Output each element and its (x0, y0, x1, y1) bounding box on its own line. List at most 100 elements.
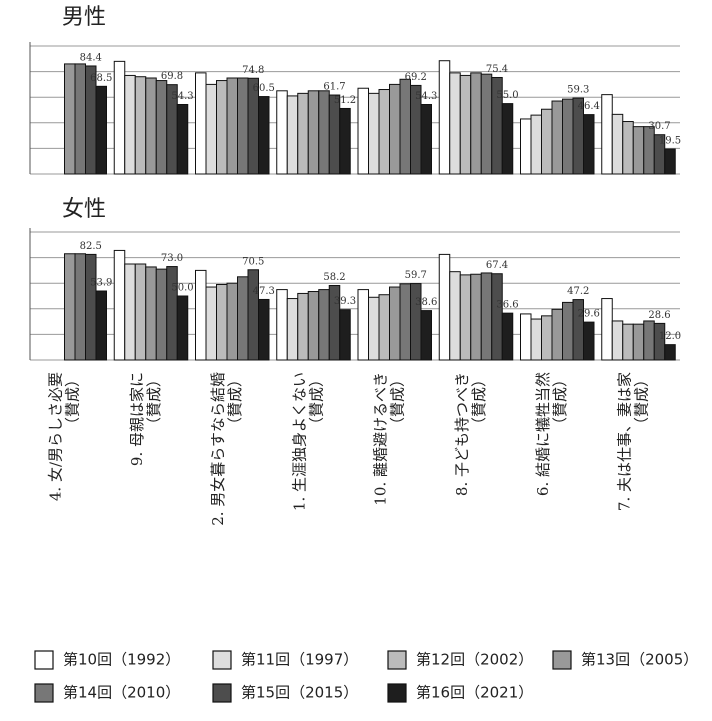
legend-label: 第16回（2021） (416, 684, 533, 702)
bar (216, 283, 228, 361)
bar (276, 90, 288, 175)
legend-label: 第13回（2005） (581, 651, 698, 669)
bar (74, 253, 86, 361)
value-label: 82.5 (80, 241, 102, 252)
bar (307, 291, 320, 361)
bar (520, 313, 532, 361)
bar (95, 290, 107, 361)
value-label: 36.6 (496, 300, 518, 311)
bar (95, 85, 107, 175)
bar (399, 283, 411, 361)
bar (195, 72, 207, 175)
bar (145, 77, 157, 175)
bar (318, 289, 330, 361)
bar (237, 77, 249, 175)
value-label: 55.0 (496, 90, 518, 101)
value-label: 84.4 (80, 52, 102, 63)
bar (357, 289, 369, 361)
value-label: 75.4 (486, 64, 508, 75)
bar (226, 282, 238, 361)
value-label: 68.5 (90, 73, 112, 84)
bar (551, 308, 563, 361)
value-label: 46.4 (578, 101, 600, 112)
value-label: 70.5 (242, 256, 264, 267)
bar (562, 301, 574, 361)
x-tick-label: 4. 女/男らしさ必要 （賛成） (46, 372, 82, 502)
bar (420, 103, 432, 175)
legend-swatch (387, 650, 407, 670)
value-label: 58.2 (323, 272, 345, 283)
bar (155, 80, 168, 175)
bar (501, 312, 514, 361)
bar (258, 298, 270, 361)
bar (124, 74, 136, 175)
bar (286, 298, 299, 361)
value-label: 28.6 (648, 310, 670, 321)
bar (113, 60, 126, 175)
legend-label: 第10回（1992） (63, 651, 180, 669)
value-label: 60.5 (253, 83, 275, 94)
bar (459, 274, 472, 361)
bar (155, 268, 168, 361)
legend-swatch (34, 650, 54, 670)
x-tick-label: 6. 結婚に犠牲当然 （賛成） (534, 372, 570, 497)
bar (664, 148, 676, 175)
bar (74, 63, 86, 175)
bar (541, 315, 553, 361)
bar (318, 90, 330, 175)
bar (399, 78, 411, 175)
bar (378, 294, 390, 361)
bar (459, 74, 472, 175)
bar (622, 121, 634, 175)
bar (276, 289, 288, 361)
bar (449, 271, 461, 361)
bar (145, 266, 157, 361)
bar (420, 310, 432, 361)
bar (297, 292, 309, 361)
bar (491, 273, 503, 361)
bar (64, 253, 76, 361)
bar (258, 96, 270, 175)
value-label: 69.2 (405, 72, 427, 83)
bar (389, 83, 401, 175)
bar (653, 322, 666, 361)
value-label: 51.2 (334, 95, 356, 106)
value-label: 61.7 (323, 82, 345, 93)
bar (480, 73, 493, 175)
legend-label: 第15回（2015） (241, 684, 358, 702)
x-tick-label: 7. 夫は仕事、妻は家 （賛成） (615, 372, 651, 512)
legend-swatch (387, 683, 407, 703)
value-label: 54.3 (171, 91, 193, 102)
bar (410, 283, 422, 361)
bar (297, 92, 309, 175)
panel-title: 男性 (62, 5, 106, 30)
value-label: 53.9 (90, 278, 112, 289)
bar (216, 80, 228, 175)
bar (226, 77, 238, 175)
bar (368, 92, 380, 175)
bar (195, 269, 207, 361)
bar (237, 276, 249, 361)
legend-swatch (34, 683, 54, 703)
bar (449, 72, 461, 175)
value-label: 39.3 (334, 296, 356, 307)
bar (530, 114, 542, 175)
x-tick-label: 9. 母親は家に （賛成） (127, 372, 163, 467)
value-label: 19.5 (659, 136, 681, 147)
legend-swatch (212, 650, 232, 670)
bar (176, 295, 189, 361)
bar (632, 126, 645, 175)
bar (501, 103, 514, 175)
bar (601, 298, 613, 361)
value-label: 74.8 (242, 65, 264, 76)
bar (166, 266, 178, 361)
value-label: 29.6 (578, 309, 600, 320)
bar (541, 108, 553, 175)
value-label: 47.3 (253, 286, 275, 297)
bar (113, 249, 126, 361)
bar (643, 126, 655, 175)
bar (611, 113, 624, 175)
bar (286, 95, 299, 175)
